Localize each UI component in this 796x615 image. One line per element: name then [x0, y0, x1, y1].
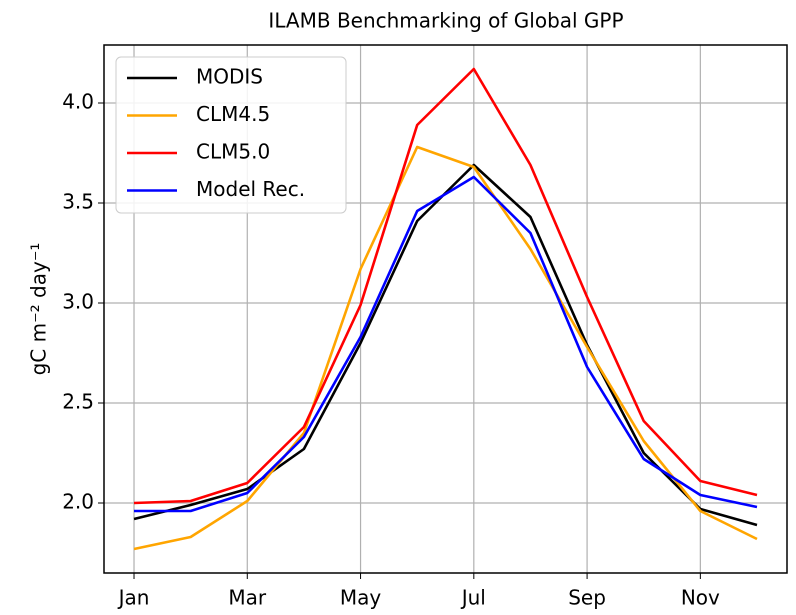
- legend-label: CLM5.0: [196, 140, 270, 164]
- y-axis-label: gC m⁻² day⁻¹: [27, 243, 51, 376]
- legend-box: [115, 56, 347, 214]
- x-tick-label: Jul: [460, 586, 486, 610]
- plot-frame: [103, 44, 788, 574]
- x-tick-label: Mar: [228, 586, 267, 610]
- y-tick-label: 2.0: [62, 490, 94, 514]
- y-tick-label: 3.5: [62, 190, 94, 214]
- chart-title: ILAMB Benchmarking of Global GPP: [268, 9, 623, 33]
- series-line: [134, 175, 758, 513]
- y-tick-label: 4.0: [62, 90, 94, 114]
- series-line: [133, 67, 758, 505]
- x-tick-label: Sep: [568, 586, 606, 610]
- legend-label: CLM4.5: [196, 102, 270, 126]
- x-tick-label: Jan: [117, 586, 150, 610]
- y-tick-label: 2.5: [62, 390, 94, 414]
- x-tick-label: May: [340, 586, 382, 610]
- y-tick-label: 3.0: [62, 290, 94, 314]
- legend-label: Model Rec.: [196, 177, 305, 201]
- series-line: [133, 145, 758, 551]
- legend-label: MODIS: [196, 65, 263, 89]
- x-tick-label: Nov: [681, 586, 720, 610]
